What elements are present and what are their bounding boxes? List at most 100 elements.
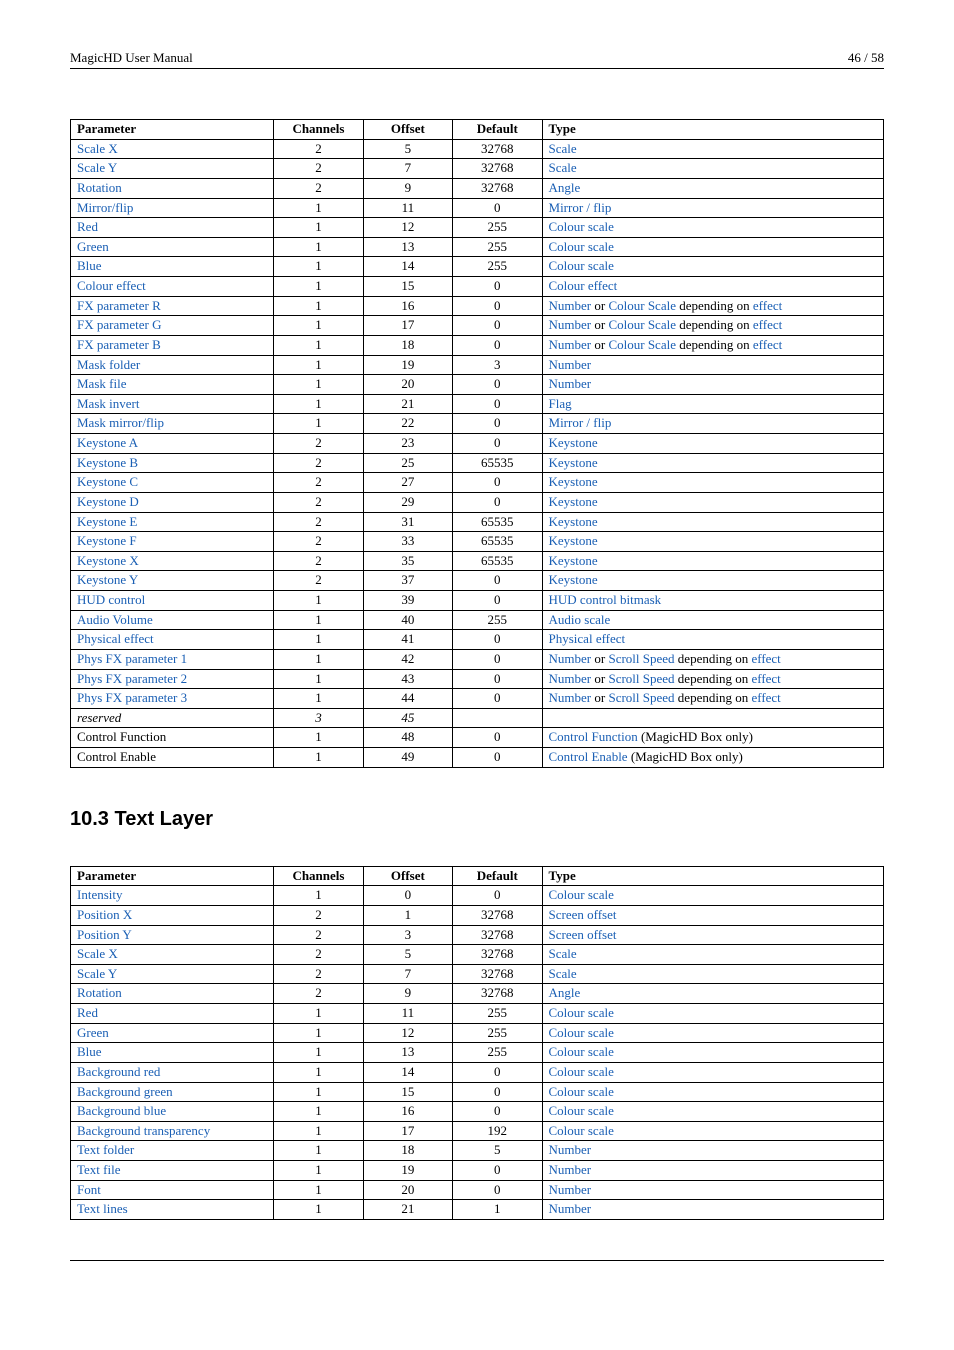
type-link[interactable]: Number xyxy=(549,376,592,391)
type-link[interactable]: Number xyxy=(549,357,592,372)
cell-parameter[interactable]: Mask invert xyxy=(71,394,274,414)
cell-parameter[interactable]: Text folder xyxy=(71,1141,274,1161)
type-link[interactable]: Colour Scale xyxy=(608,337,676,352)
type-link[interactable]: Colour scale xyxy=(549,1025,614,1040)
cell-parameter[interactable]: Rotation xyxy=(71,178,274,198)
type-link[interactable]: Number xyxy=(549,1162,592,1177)
cell-parameter[interactable]: HUD control xyxy=(71,591,274,611)
type-link[interactable]: Number xyxy=(549,298,592,313)
type-link[interactable]: Scroll Speed xyxy=(608,651,674,666)
type-link[interactable]: Number xyxy=(549,317,592,332)
cell-parameter[interactable]: Green xyxy=(71,237,274,257)
cell-parameter[interactable]: Mask folder xyxy=(71,355,274,375)
type-link[interactable]: Screen offset xyxy=(549,927,617,942)
cell-parameter[interactable]: Red xyxy=(71,218,274,238)
cell-parameter[interactable]: Scale X xyxy=(71,945,274,965)
cell-parameter[interactable]: Blue xyxy=(71,1043,274,1063)
cell-parameter[interactable]: Keystone Y xyxy=(71,571,274,591)
cell-parameter[interactable]: Background transparency xyxy=(71,1121,274,1141)
cell-parameter[interactable]: FX parameter R xyxy=(71,296,274,316)
type-link[interactable]: Physical effect xyxy=(549,631,626,646)
type-link[interactable]: Colour scale xyxy=(549,219,614,234)
type-link[interactable]: Number xyxy=(549,337,592,352)
cell-parameter[interactable]: Colour effect xyxy=(71,277,274,297)
cell-parameter[interactable]: Keystone A xyxy=(71,434,274,454)
type-link[interactable]: effect xyxy=(753,317,782,332)
type-link[interactable]: Colour scale xyxy=(549,1005,614,1020)
type-link[interactable]: Keystone xyxy=(549,572,598,587)
cell-parameter[interactable]: Mask mirror/flip xyxy=(71,414,274,434)
type-link[interactable]: Flag xyxy=(549,396,572,411)
cell-parameter[interactable]: Background blue xyxy=(71,1102,274,1122)
cell-parameter[interactable]: Keystone B xyxy=(71,453,274,473)
cell-parameter[interactable]: Red xyxy=(71,1004,274,1024)
type-link[interactable]: effect xyxy=(751,651,780,666)
cell-parameter[interactable]: Green xyxy=(71,1023,274,1043)
cell-parameter[interactable]: Phys FX parameter 1 xyxy=(71,649,274,669)
type-link[interactable]: Keystone xyxy=(549,435,598,450)
type-link[interactable]: Colour scale xyxy=(549,1123,614,1138)
type-link[interactable]: Colour Scale xyxy=(608,317,676,332)
type-link[interactable]: Audio scale xyxy=(549,612,611,627)
type-link[interactable]: Scale xyxy=(549,141,577,156)
type-link[interactable]: Colour scale xyxy=(549,239,614,254)
cell-parameter[interactable]: Scale Y xyxy=(71,964,274,984)
cell-parameter[interactable]: Scale X xyxy=(71,139,274,159)
type-link[interactable]: HUD control bitmask xyxy=(549,592,662,607)
type-link[interactable]: Number xyxy=(549,1182,592,1197)
type-link[interactable]: Mirror / flip xyxy=(549,200,612,215)
type-link[interactable]: Scale xyxy=(549,946,577,961)
type-link[interactable]: Angle xyxy=(549,985,581,1000)
cell-parameter[interactable]: Position Y xyxy=(71,925,274,945)
type-link[interactable]: Colour Scale xyxy=(608,298,676,313)
type-link[interactable]: Number xyxy=(549,651,592,666)
type-link[interactable]: effect xyxy=(751,690,780,705)
type-link[interactable]: Scroll Speed xyxy=(608,690,674,705)
type-link[interactable]: Angle xyxy=(549,180,581,195)
cell-parameter[interactable]: Keystone F xyxy=(71,532,274,552)
cell-parameter[interactable]: Font xyxy=(71,1180,274,1200)
type-link[interactable]: Colour scale xyxy=(549,1044,614,1059)
cell-parameter[interactable]: Audio Volume xyxy=(71,610,274,630)
type-link[interactable]: Keystone xyxy=(549,553,598,568)
type-link[interactable]: Colour scale xyxy=(549,258,614,273)
type-link[interactable]: Colour scale xyxy=(549,1084,614,1099)
cell-parameter[interactable]: FX parameter B xyxy=(71,335,274,355)
cell-parameter[interactable]: Text lines xyxy=(71,1200,274,1220)
cell-parameter[interactable]: Rotation xyxy=(71,984,274,1004)
cell-parameter[interactable]: Mirror/flip xyxy=(71,198,274,218)
cell-parameter[interactable]: Keystone X xyxy=(71,551,274,571)
type-link[interactable]: Control Function xyxy=(549,729,638,744)
type-link[interactable]: Keystone xyxy=(549,514,598,529)
cell-parameter[interactable]: Background green xyxy=(71,1082,274,1102)
type-link[interactable]: Mirror / flip xyxy=(549,415,612,430)
cell-parameter[interactable]: Phys FX parameter 2 xyxy=(71,669,274,689)
type-link[interactable]: Colour scale xyxy=(549,887,614,902)
cell-parameter[interactable]: Keystone C xyxy=(71,473,274,493)
cell-parameter[interactable]: Blue xyxy=(71,257,274,277)
cell-parameter[interactable]: Scale Y xyxy=(71,159,274,179)
type-link[interactable]: Number xyxy=(549,690,592,705)
type-link[interactable]: Colour scale xyxy=(549,1103,614,1118)
type-link[interactable]: effect xyxy=(751,671,780,686)
type-link[interactable]: Number xyxy=(549,1142,592,1157)
cell-parameter[interactable]: Position X xyxy=(71,905,274,925)
type-link[interactable]: Keystone xyxy=(549,455,598,470)
type-link[interactable]: Scale xyxy=(549,160,577,175)
cell-parameter[interactable]: Text file xyxy=(71,1161,274,1181)
cell-parameter[interactable]: Background red xyxy=(71,1062,274,1082)
type-link[interactable]: Keystone xyxy=(549,494,598,509)
cell-parameter[interactable]: Intensity xyxy=(71,886,274,906)
type-link[interactable]: Scale xyxy=(549,966,577,981)
type-link[interactable]: effect xyxy=(753,337,782,352)
type-link[interactable]: Keystone xyxy=(549,533,598,548)
cell-parameter[interactable]: Physical effect xyxy=(71,630,274,650)
cell-parameter[interactable]: Phys FX parameter 3 xyxy=(71,689,274,709)
type-link[interactable]: Number xyxy=(549,671,592,686)
cell-parameter[interactable]: FX parameter G xyxy=(71,316,274,336)
type-link[interactable]: Control Enable xyxy=(549,749,628,764)
type-link[interactable]: Keystone xyxy=(549,474,598,489)
cell-parameter[interactable]: Keystone D xyxy=(71,492,274,512)
type-link[interactable]: Colour scale xyxy=(549,1064,614,1079)
cell-parameter[interactable]: Keystone E xyxy=(71,512,274,532)
